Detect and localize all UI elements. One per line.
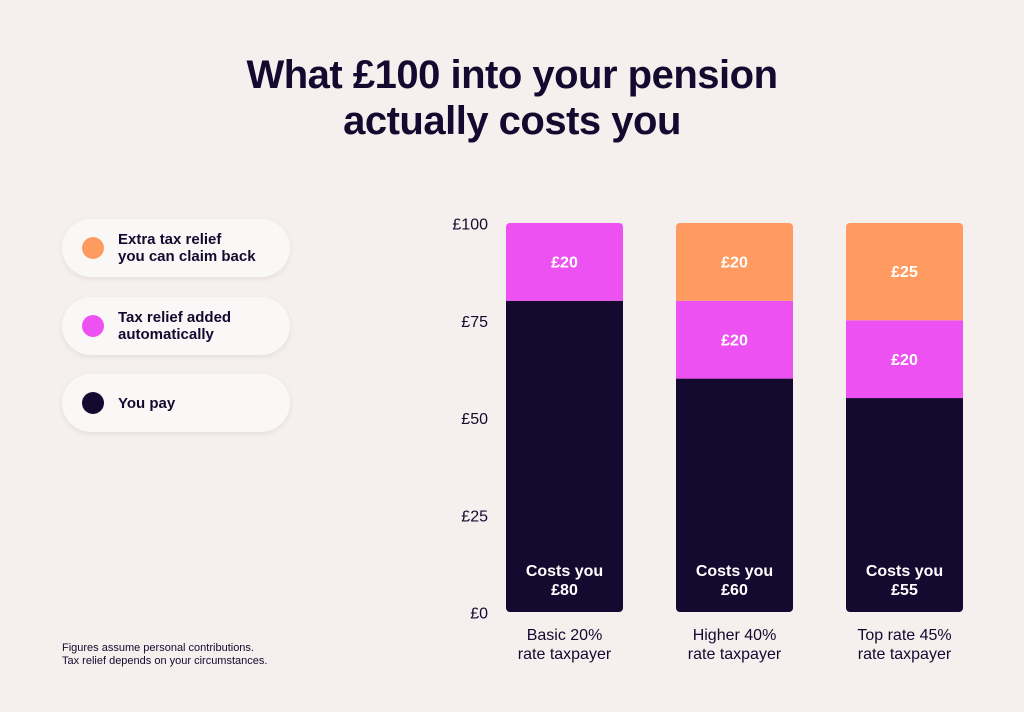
y-tick-label: £100 <box>452 217 488 234</box>
footnote-line-2: Tax relief depends on your circumstances… <box>62 655 268 667</box>
legend-label-line: You pay <box>118 394 176 412</box>
legend-label-line: you can claim back <box>118 248 256 265</box>
bar-data-label: £20 <box>551 255 578 272</box>
x-category-label: Higher 40% rate taxpayer <box>688 627 782 663</box>
legend-item-you-pay: You pay <box>62 374 290 432</box>
bar-group <box>846 223 963 612</box>
legend-swatch-pink <box>82 315 104 337</box>
bar-data-label: £20 <box>721 332 748 349</box>
legend-label-auto-relief: Tax relief added automatically <box>118 297 286 355</box>
bar-segment <box>846 223 963 321</box>
bar-data-label: £20 <box>721 255 748 272</box>
bar-data-label: Costs you £80 <box>526 563 603 599</box>
footnote: Figures assume personal contributions. T… <box>62 642 267 668</box>
x-category-label: Basic 20% rate taxpayer <box>518 627 612 663</box>
legend-swatch-navy <box>82 392 104 414</box>
bar-segment <box>506 300 623 612</box>
bar-segment <box>676 300 793 379</box>
legend-label-line: Tax relief added <box>118 309 232 326</box>
title-line-2: actually costs you <box>343 99 681 143</box>
legend-label-line: Extra tax relief <box>118 231 222 248</box>
legend-label-you-pay: You pay <box>118 374 286 432</box>
bar-segment <box>846 320 963 399</box>
y-tick-label: £0 <box>470 606 488 623</box>
bar-segment <box>506 223 623 301</box>
legend-label-extra-relief: Extra tax relief you can claim back <box>118 219 286 277</box>
footnote-line-1: Figures assume personal contributions. <box>62 642 254 654</box>
legend-swatch-orange <box>82 237 104 259</box>
bar-data-label: £20 <box>891 352 918 369</box>
bar-group <box>676 223 793 612</box>
title-line-1: What £100 into your pension <box>246 53 778 97</box>
bar-group <box>506 223 623 612</box>
y-tick-label: £50 <box>461 411 488 428</box>
y-tick-label: £25 <box>461 508 488 525</box>
bar-segment <box>846 398 963 612</box>
bar-data-label: Costs you £60 <box>696 563 773 599</box>
x-category-label: Top rate 45% rate taxpayer <box>857 627 952 663</box>
bar-data-label: Costs you £55 <box>866 563 943 599</box>
legend-item-extra-relief: Extra tax relief you can claim back <box>62 219 290 277</box>
bar-data-label: £25 <box>891 264 918 281</box>
legend-label-line: automatically <box>118 326 214 343</box>
legend-item-auto-relief: Tax relief added automatically <box>62 297 290 355</box>
bar-segment <box>676 378 793 612</box>
y-tick-label: £75 <box>461 314 488 331</box>
bar-segment <box>676 223 793 301</box>
chart-title: What £100 into your pension actually cos… <box>0 52 1024 144</box>
